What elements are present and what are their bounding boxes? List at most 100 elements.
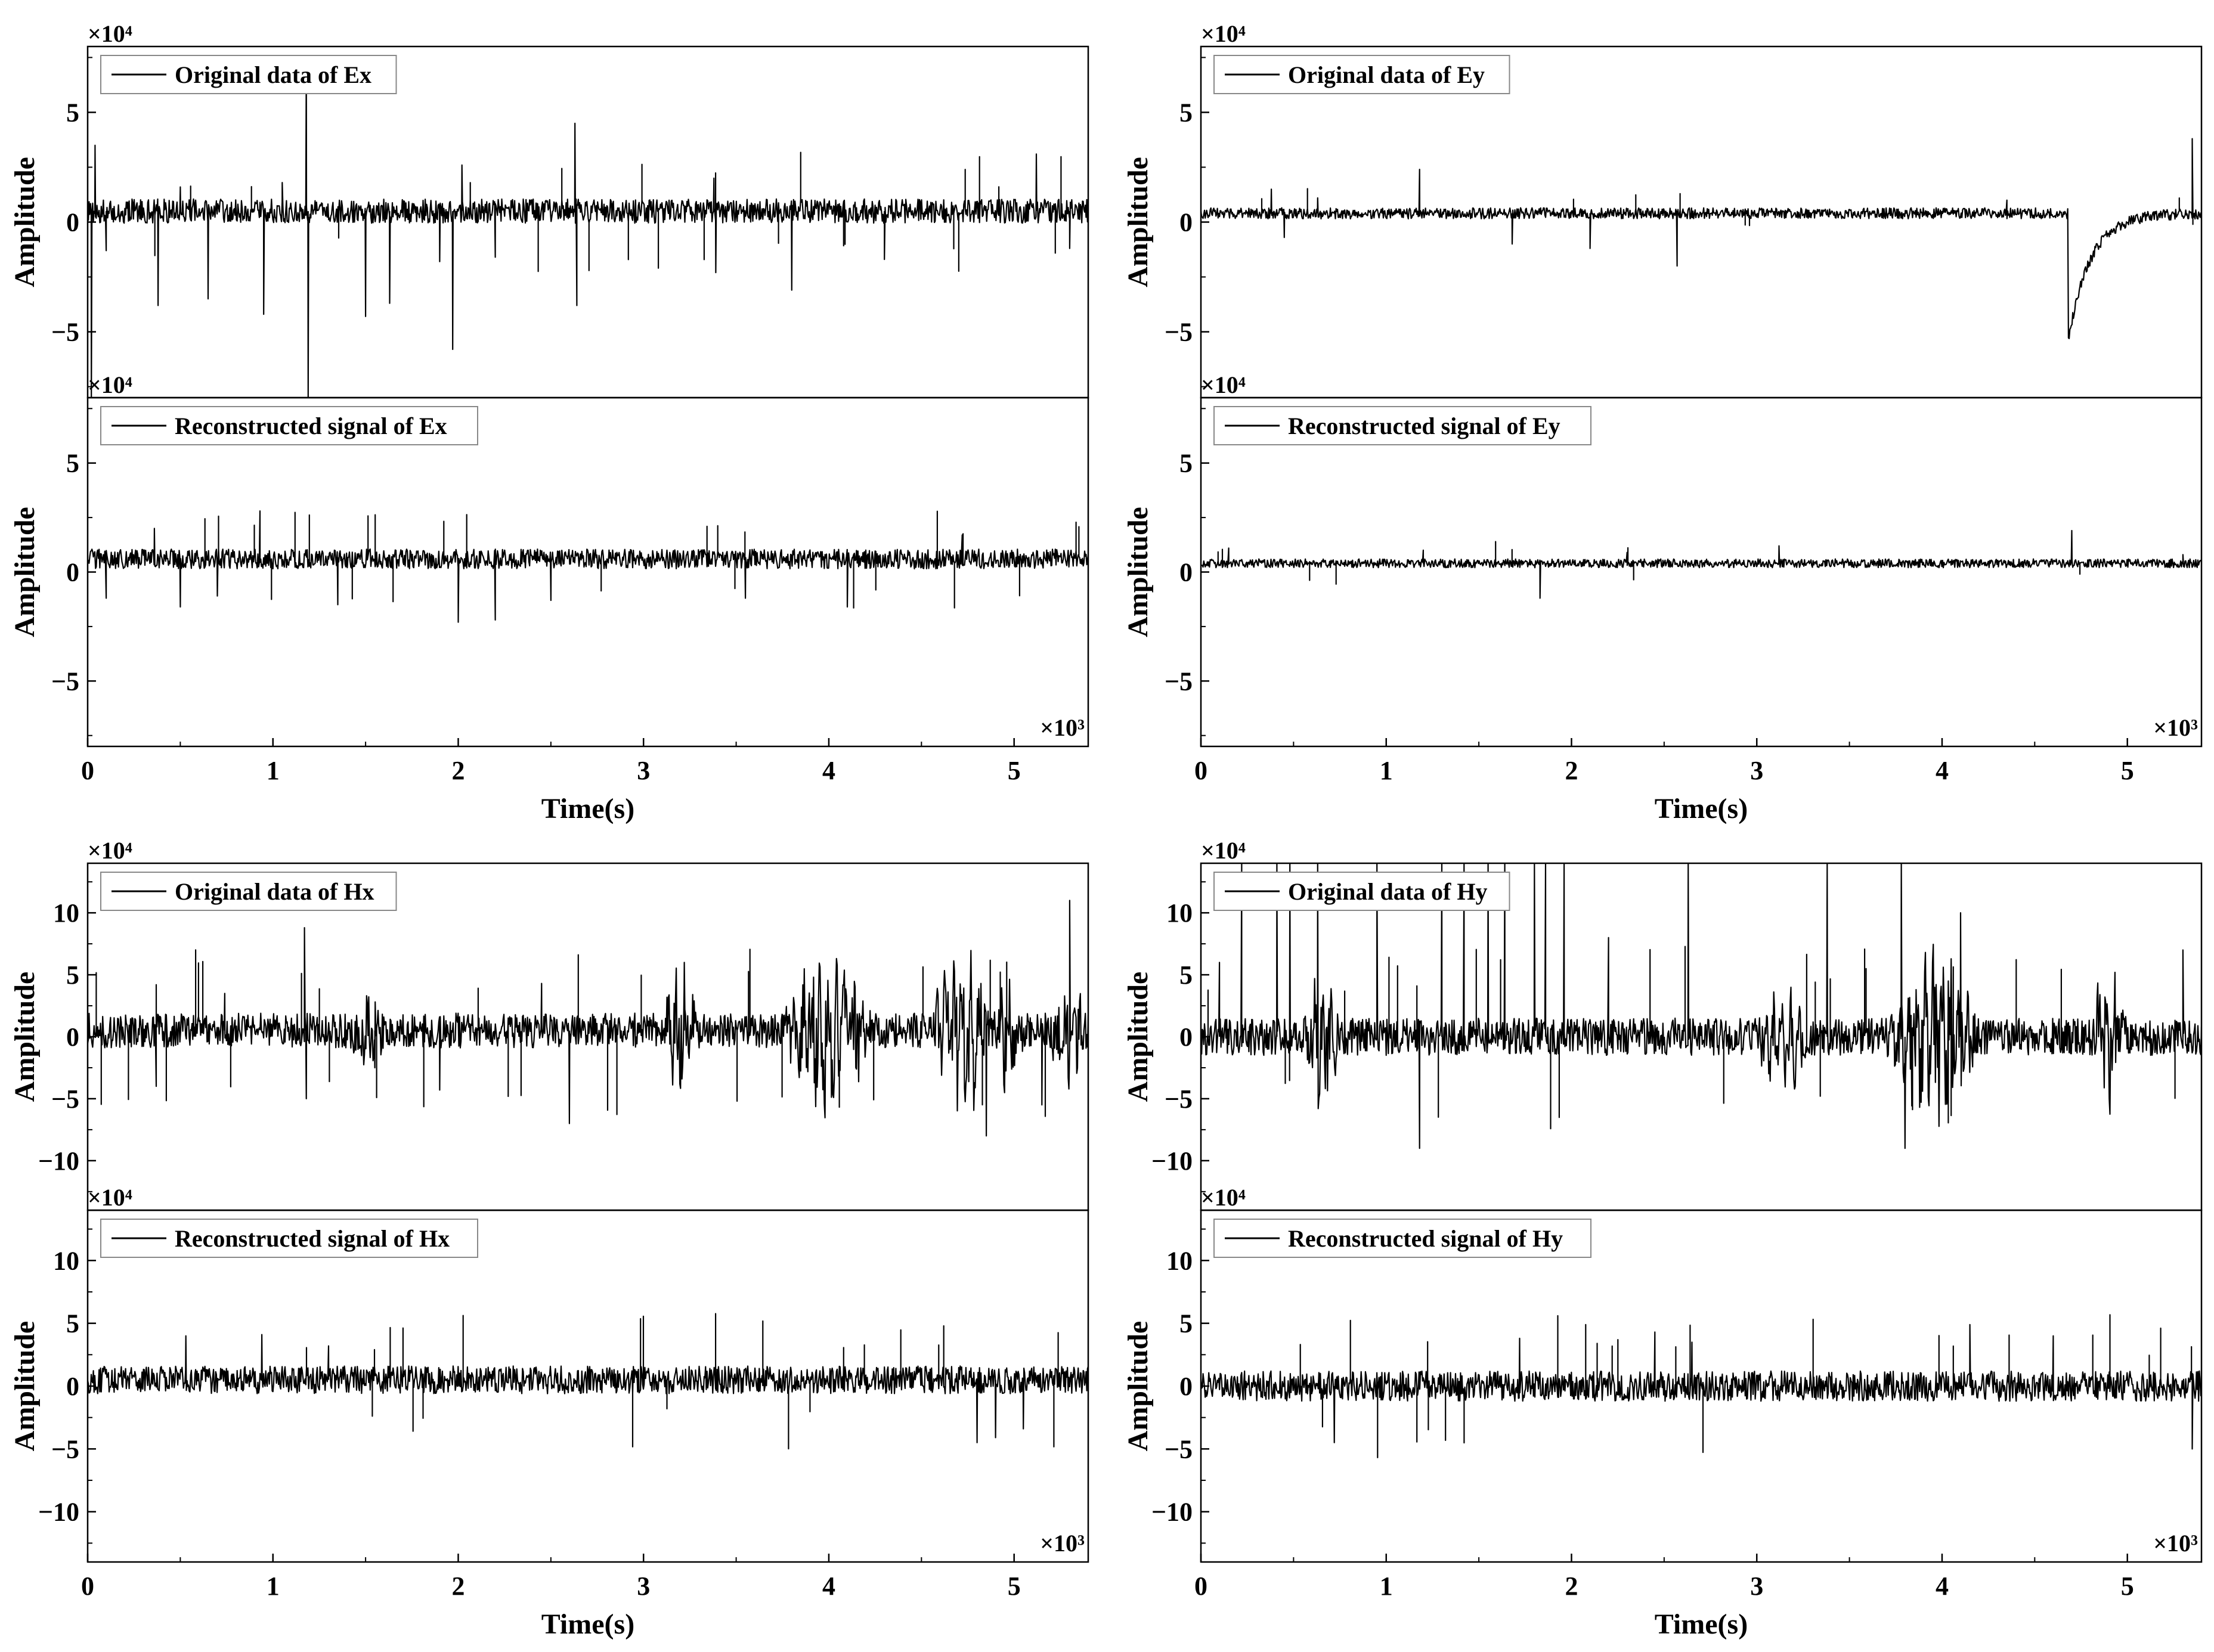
y-tick-label: 5 (1179, 98, 1193, 127)
y-axis-title: Amplitude (9, 972, 41, 1102)
y-tick-label: 0 (1179, 558, 1193, 587)
x-axis-title: Time(s) (541, 1608, 634, 1640)
x-axis-title: Time(s) (1655, 1608, 1748, 1640)
x-tick-label: 5 (1008, 756, 1021, 785)
series-line (1201, 1314, 2201, 1458)
series-line (88, 510, 1088, 623)
legend-label: Original data of Hy (1288, 878, 1487, 905)
y-axis-title: Amplitude (1122, 507, 1154, 637)
x-tick-label: 2 (451, 756, 465, 785)
legend-label: Reconstructed signal of Hy (1288, 1225, 1563, 1252)
chart-hx: −10 −5 0 5 10 Amplitude ×10⁴ Original data of H… (9, 837, 1089, 1640)
x-tick-label: 0 (1194, 1572, 1207, 1601)
plot-frame (86, 396, 1089, 748)
series-line (1201, 138, 2201, 339)
y-axis-title: Amplitude (9, 157, 41, 287)
y-tick-label: 5 (66, 98, 79, 127)
panel-hx-original: −10 −5 0 5 10 Amplitude ×10⁴ Original data of H… (9, 837, 1089, 1211)
legend-label: Reconstructed signal of Ey (1288, 413, 1560, 439)
x-tick-label: 1 (1380, 1572, 1393, 1601)
y-tick-label: 5 (66, 449, 79, 478)
legend-label: Original data of Ex (175, 61, 371, 88)
y-tick-label: 5 (66, 1309, 79, 1338)
legend-box (100, 1219, 478, 1258)
legend-label: Original data of Ey (1288, 61, 1485, 88)
x-axis-title: Time(s) (541, 793, 634, 825)
y-axis-title: Amplitude (9, 507, 41, 637)
x-multiplier: ×10³ (1040, 714, 1085, 741)
legend: Original data of Hy (1213, 872, 1510, 911)
chart-ey: −5 0 5 Amplitude ×10⁴ Original data of Ey −5 0 5… (1122, 20, 2203, 825)
y-tick-label: 0 (1179, 1372, 1193, 1401)
x-tick-label: 5 (1008, 1572, 1021, 1601)
y-tick-label: −10 (38, 1498, 79, 1527)
panel-hy-original: −10 −5 0 5 10 Amplitude ×10⁴ Original data of H… (1122, 837, 2203, 1211)
y-multiplier: ×10⁴ (1201, 20, 1246, 47)
x-axis-title: Time(s) (1655, 793, 1748, 825)
y-multiplier: ×10⁴ (88, 371, 132, 398)
chart-ex: −5 0 5 Amplitude ×10⁴ Original data of Ex −5 0 5… (9, 20, 1089, 825)
x-tick-label: 4 (1936, 1572, 1949, 1601)
x-tick-label: 1 (267, 756, 280, 785)
legend-label: Reconstructed signal of Hx (175, 1225, 450, 1252)
y-tick-label: 10 (53, 898, 79, 928)
y-tick-label: 5 (66, 960, 79, 990)
x-tick-label: 5 (2121, 756, 2134, 785)
legend: Reconstructed signal of Ey (1213, 406, 1591, 445)
y-tick-label: −10 (1151, 1146, 1193, 1176)
legend: Original data of Hx (100, 872, 397, 911)
x-tick-label: 3 (1750, 756, 1763, 785)
series-line (88, 1313, 1088, 1450)
y-tick-label: −5 (1165, 1434, 1193, 1464)
y-tick-label: −5 (1165, 318, 1193, 347)
legend: Reconstructed signal of Hy (1213, 1219, 1591, 1258)
y-tick-label: 10 (1166, 1246, 1193, 1275)
legend: Reconstructed signal of Hx (100, 1219, 478, 1258)
x-multiplier: ×10³ (2153, 714, 2198, 741)
y-tick-label: 0 (66, 558, 79, 587)
series-line (88, 900, 1088, 1137)
x-tick-label: 1 (1380, 756, 1393, 785)
y-multiplier: ×10⁴ (88, 20, 132, 47)
y-axis-title: Amplitude (9, 1321, 41, 1452)
y-tick-label: 0 (1179, 1022, 1193, 1052)
y-tick-label: 5 (1179, 449, 1193, 478)
y-tick-label: −10 (1151, 1498, 1193, 1527)
x-tick-label: 0 (1194, 756, 1207, 785)
legend-label: Reconstructed signal of Ex (175, 413, 447, 439)
y-tick-label: −5 (51, 1434, 79, 1464)
y-tick-label: 5 (1179, 1309, 1193, 1338)
x-tick-label: 4 (1936, 756, 1949, 785)
x-tick-label: 0 (81, 1572, 94, 1601)
y-tick-label: 0 (66, 1372, 79, 1401)
legend-box (100, 55, 397, 94)
y-tick-label: 10 (53, 1246, 79, 1275)
x-tick-label: 2 (1565, 756, 1578, 785)
x-tick-label: 0 (81, 756, 94, 785)
x-multiplier: ×10³ (2153, 1530, 2198, 1557)
y-multiplier: ×10⁴ (1201, 837, 1246, 864)
y-tick-label: 5 (1179, 960, 1193, 990)
panel-ey-reconstructed: −5 0 5 Amplitude ×10⁴ Reconstructed signal of… (1122, 371, 2203, 748)
panel-ey-original: −5 0 5 Amplitude ×10⁴ Original data of Ey (1122, 20, 2203, 399)
y-tick-label: 0 (66, 208, 79, 237)
series-line (1201, 863, 2201, 1149)
series-line (1201, 529, 2201, 599)
x-tick-label: 5 (2121, 1572, 2134, 1601)
y-axis-title: Amplitude (1122, 157, 1154, 287)
y-tick-label: 0 (66, 1022, 79, 1052)
y-tick-label: 0 (1179, 208, 1193, 237)
y-multiplier: ×10⁴ (88, 1184, 132, 1211)
x-tick-label: 3 (1750, 1572, 1763, 1601)
panel-ex-original: −5 0 5 Amplitude ×10⁴ Original data of Ex (9, 20, 1089, 399)
series-line (88, 57, 1088, 398)
y-tick-label: −5 (51, 667, 79, 696)
x-multiplier: ×10³ (1040, 1530, 1085, 1557)
y-multiplier: ×10⁴ (88, 837, 132, 864)
legend: Original data of Ey (1213, 55, 1510, 94)
x-tick-label: 4 (822, 1572, 835, 1601)
plot-frame (1200, 396, 2203, 748)
y-tick-label: −5 (51, 318, 79, 347)
